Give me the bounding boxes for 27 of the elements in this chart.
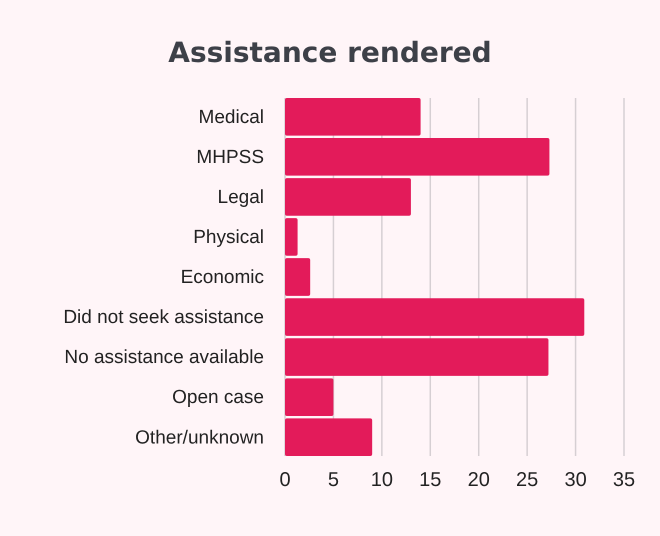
bar xyxy=(285,178,411,216)
bar xyxy=(285,338,548,376)
x-tick-label: 20 xyxy=(468,469,490,492)
x-tick-label: 5 xyxy=(328,469,339,492)
bar xyxy=(285,298,584,336)
y-tick-label: MHPSS xyxy=(196,146,264,168)
bar xyxy=(285,138,550,176)
y-tick-label: Physical xyxy=(193,227,264,248)
x-tick-label: 30 xyxy=(564,469,587,492)
y-tick-label: Open case xyxy=(172,387,264,408)
y-tick-label: Medical xyxy=(198,106,264,128)
x-tick-label: 25 xyxy=(516,469,538,492)
bar xyxy=(285,378,334,416)
x-tick-label: 35 xyxy=(612,469,636,492)
chart-title: Assistance rendered xyxy=(168,36,492,69)
y-tick-label: Other/unknown xyxy=(135,427,264,448)
bar xyxy=(285,218,298,256)
y-tick-label: No assistance available xyxy=(64,347,264,368)
x-tick-label: 15 xyxy=(419,469,442,492)
x-tick-label: 0 xyxy=(279,469,291,492)
bar xyxy=(285,258,310,296)
x-tick-label: 10 xyxy=(370,469,393,492)
y-tick-label: Legal xyxy=(218,186,264,208)
y-tick-label: Did not seek assistance xyxy=(63,307,264,328)
bar xyxy=(285,98,421,136)
bar xyxy=(285,418,372,456)
y-tick-label: Economic xyxy=(180,267,264,288)
